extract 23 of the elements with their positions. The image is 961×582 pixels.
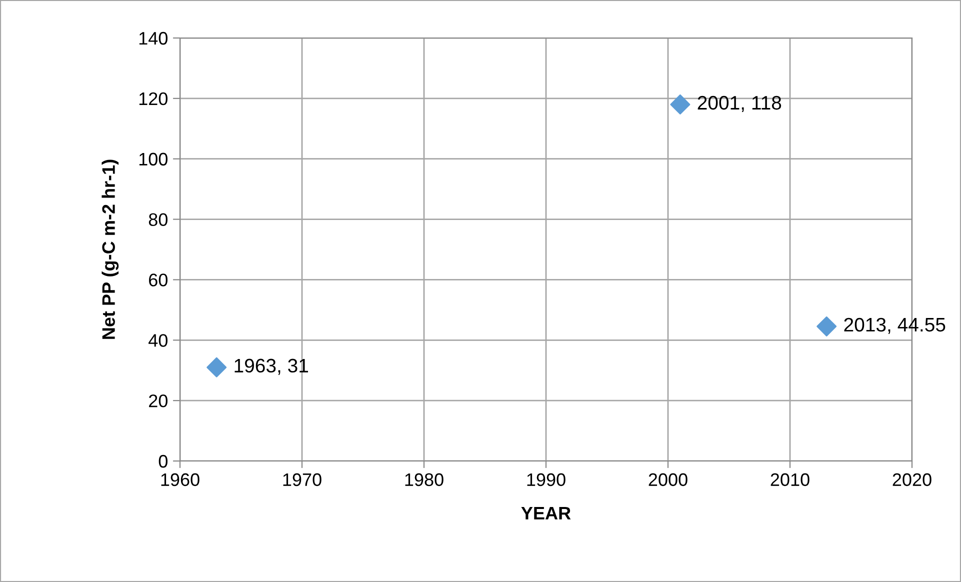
data-label: 2013, 44.55	[844, 318, 946, 334]
data-label: 1963, 31	[234, 358, 308, 375]
y-tick-label: 60	[149, 274, 168, 286]
x-tick-label: 1970	[283, 473, 322, 486]
data-label: 2001, 118	[698, 96, 782, 112]
x-tick-label: 2020	[892, 473, 932, 486]
point	[670, 94, 690, 114]
point	[816, 316, 837, 336]
y-tick-label: 100	[139, 152, 168, 166]
x-tick-label: 2010	[770, 473, 810, 486]
x-tick-label: 1980	[405, 473, 444, 486]
y-tick-label: 140	[139, 32, 168, 45]
y-tick-label: 20	[149, 394, 168, 408]
point	[206, 357, 227, 378]
y-tick-label: 40	[148, 334, 168, 347]
x-tick-label: 1990	[527, 473, 566, 486]
y-axis-title: Net PP (g-C m-2 hr-1)	[102, 160, 119, 339]
y-tick-label: 80	[148, 213, 168, 226]
x-tick-label: 1960	[161, 473, 200, 486]
y-tick-label: 120	[139, 92, 168, 106]
x-tick-label: 2000	[648, 473, 688, 486]
x-axis-title: YEAR	[521, 506, 571, 520]
y-tick-label: 0	[158, 454, 168, 468]
